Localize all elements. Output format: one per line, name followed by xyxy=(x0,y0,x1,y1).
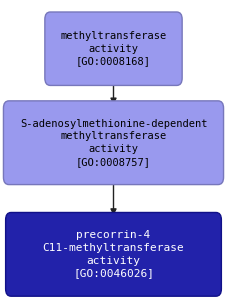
Text: S-adenosylmethionine-dependent
methyltransferase
activity
[GO:0008757]: S-adenosylmethionine-dependent methyltra… xyxy=(20,118,207,167)
FancyBboxPatch shape xyxy=(6,212,221,296)
Text: methyltransferase
activity
[GO:0008168]: methyltransferase activity [GO:0008168] xyxy=(60,31,167,66)
FancyBboxPatch shape xyxy=(45,12,182,85)
Text: precorrin-4
C11-methyltransferase
activity
[GO:0046026]: precorrin-4 C11-methyltransferase activi… xyxy=(43,230,184,278)
FancyBboxPatch shape xyxy=(3,101,224,185)
